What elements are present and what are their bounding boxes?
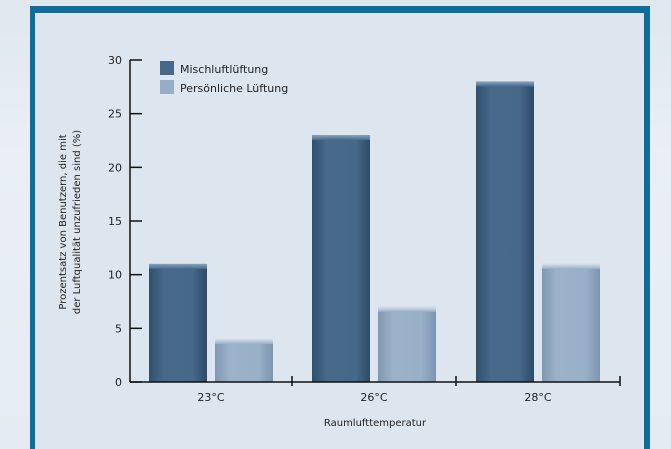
y-tick-label: 25 bbox=[108, 108, 122, 121]
bar-cap-persoenlich-3 bbox=[542, 263, 600, 269]
bar-cap-mischluft-1 bbox=[149, 263, 207, 269]
bar-cap-persoenlich-1 bbox=[215, 339, 273, 345]
bar-mischluft-2 bbox=[312, 135, 370, 382]
legend-label-persoenlich: Persönliche Lüftung bbox=[180, 82, 288, 95]
y-tick-label: 5 bbox=[115, 322, 122, 335]
y-tick-label: 10 bbox=[108, 269, 122, 282]
bar-mischluft-1 bbox=[149, 263, 207, 382]
y-axis-title-line2: der Luftqualität unzufrieden sind (%) bbox=[72, 130, 83, 314]
bar-persoenlich-2 bbox=[378, 306, 436, 382]
x-category-label: 26°C bbox=[360, 391, 387, 404]
bar-mischluft-3 bbox=[476, 81, 534, 382]
x-category-label: 28°C bbox=[524, 391, 551, 404]
y-axis-title-line1: Prozentsatz von Benutzern, die mit bbox=[58, 134, 69, 309]
legend-label-mischluft: Mischluftlüftung bbox=[180, 63, 268, 76]
y-tick-label: 15 bbox=[108, 215, 122, 228]
bar-cap-mischluft-3 bbox=[476, 81, 534, 87]
legend-swatch-persoenlich bbox=[160, 80, 174, 94]
bar-cap-persoenlich-2 bbox=[378, 306, 436, 312]
bar-persoenlich-3 bbox=[542, 263, 600, 382]
legend: Mischluftlüftung Persönliche Lüftung bbox=[160, 61, 288, 95]
x-category-label: 23°C bbox=[197, 391, 224, 404]
y-tick-label: 0 bbox=[115, 376, 122, 389]
y-tick-label: 20 bbox=[108, 161, 122, 174]
legend-swatch-mischluft bbox=[160, 61, 174, 75]
bar-cap-mischluft-2 bbox=[312, 135, 370, 141]
bar-persoenlich-1 bbox=[215, 339, 273, 382]
x-axis-title: Raumlufttemperatur bbox=[324, 418, 427, 429]
y-tick-label: 30 bbox=[108, 54, 122, 67]
